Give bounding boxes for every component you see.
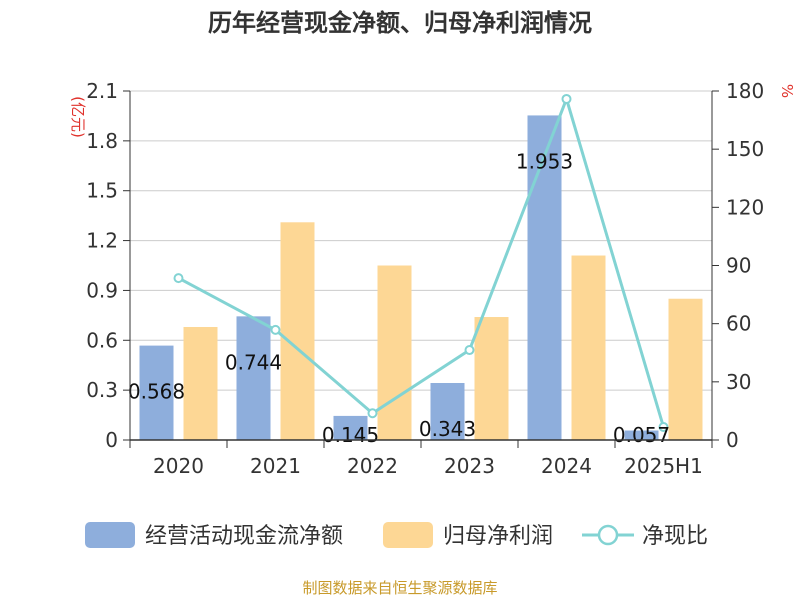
x-tick-label: 2021 bbox=[250, 454, 301, 478]
x-tick-label: 2020 bbox=[153, 454, 204, 478]
bar-cashflow bbox=[333, 415, 368, 440]
legend-swatch-net-profit bbox=[383, 522, 433, 548]
ratio-point bbox=[561, 93, 572, 104]
ratio-point bbox=[173, 273, 184, 284]
ratio-point bbox=[658, 422, 669, 433]
ratio-line-layer bbox=[173, 93, 669, 433]
y-right-unit: % bbox=[778, 84, 796, 98]
bars-layer bbox=[139, 115, 703, 441]
y-right-tick-label: 90 bbox=[726, 254, 751, 278]
bar-net-profit bbox=[668, 298, 703, 440]
data-labels-layer: 0.568 0.744 0.145 0.343 1.953 0.057 bbox=[128, 149, 670, 447]
ratio-point bbox=[270, 324, 281, 335]
axes-layer: 0 0.3 0.6 0.9 1.2 1.5 1.8 2.1 0 30 60 90 120 150 180 20… bbox=[86, 79, 764, 478]
legend-label-cashflow: 经营活动现金流净额 bbox=[145, 524, 343, 549]
ratio-line bbox=[177, 94, 665, 428]
ratio-point bbox=[464, 345, 475, 356]
y-left-tick-label: 0.6 bbox=[86, 328, 118, 352]
bar-cashflow bbox=[624, 430, 659, 440]
data-label: 0.343 bbox=[419, 417, 476, 441]
data-label: 0.145 bbox=[322, 423, 379, 447]
y-left-tick-label: 1.2 bbox=[86, 229, 118, 253]
bar-net-profit bbox=[474, 317, 509, 440]
bar-net-profit bbox=[377, 265, 412, 440]
bar-net-profit bbox=[183, 326, 218, 440]
x-tick-label: 2022 bbox=[347, 454, 398, 478]
bar-cashflow bbox=[527, 115, 562, 441]
data-label: 0.568 bbox=[128, 380, 185, 404]
y-right-tick-label: 60 bbox=[726, 312, 751, 336]
y-right-tick-label: 180 bbox=[726, 79, 764, 103]
y-left-tick-label: 2.1 bbox=[86, 79, 118, 103]
x-tick-label: 2025H1 bbox=[624, 454, 703, 478]
data-label: 1.953 bbox=[516, 149, 573, 173]
bar-cashflow bbox=[430, 382, 465, 440]
x-tick-label: 2024 bbox=[541, 454, 592, 478]
legend-label-net-profit: 归母净利润 bbox=[443, 524, 553, 549]
legend-swatch-cashflow bbox=[85, 522, 135, 548]
legend-marker-ratio bbox=[597, 524, 619, 546]
y-left-tick-label: 1.8 bbox=[86, 129, 118, 153]
y-left-tick-label: 0 bbox=[105, 428, 118, 452]
data-label: 0.057 bbox=[613, 423, 670, 447]
ratio-point bbox=[367, 408, 378, 419]
y-left-tick-label: 1.5 bbox=[86, 179, 118, 203]
bar-cashflow bbox=[139, 345, 174, 440]
y-right-tick-label: 120 bbox=[726, 195, 764, 219]
y-right-tick-label: 0 bbox=[726, 428, 739, 452]
chart-title: 历年经营现金净额、归母净利润情况 bbox=[208, 9, 592, 37]
x-tick-label: 2023 bbox=[444, 454, 495, 478]
y-left-tick-label: 0.3 bbox=[86, 378, 118, 402]
y-right-tick-label: 30 bbox=[726, 370, 751, 394]
y-right-tick-label: 150 bbox=[726, 137, 764, 161]
gridlines bbox=[130, 90, 712, 391]
y-left-unit: (亿元) bbox=[69, 96, 87, 138]
source-note: 制图数据来自恒生聚源数据库 bbox=[302, 579, 497, 597]
bar-cashflow bbox=[236, 316, 271, 440]
legend-label-ratio: 净现比 bbox=[642, 524, 708, 549]
bar-net-profit bbox=[280, 222, 315, 440]
legend: 经营活动现金流净额 归母净利润 净现比 bbox=[85, 522, 708, 549]
data-label: 0.744 bbox=[225, 350, 282, 374]
bar-net-profit bbox=[571, 255, 606, 440]
y-left-tick-label: 0.9 bbox=[86, 278, 118, 302]
